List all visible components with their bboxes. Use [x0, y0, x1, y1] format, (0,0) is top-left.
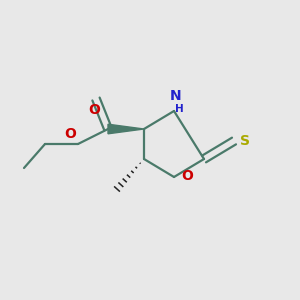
Polygon shape [108, 124, 144, 134]
Text: N: N [170, 89, 181, 103]
Text: O: O [64, 127, 76, 141]
Text: O: O [88, 103, 101, 118]
Text: H: H [176, 104, 184, 114]
Text: S: S [240, 134, 250, 148]
Text: O: O [182, 169, 194, 182]
